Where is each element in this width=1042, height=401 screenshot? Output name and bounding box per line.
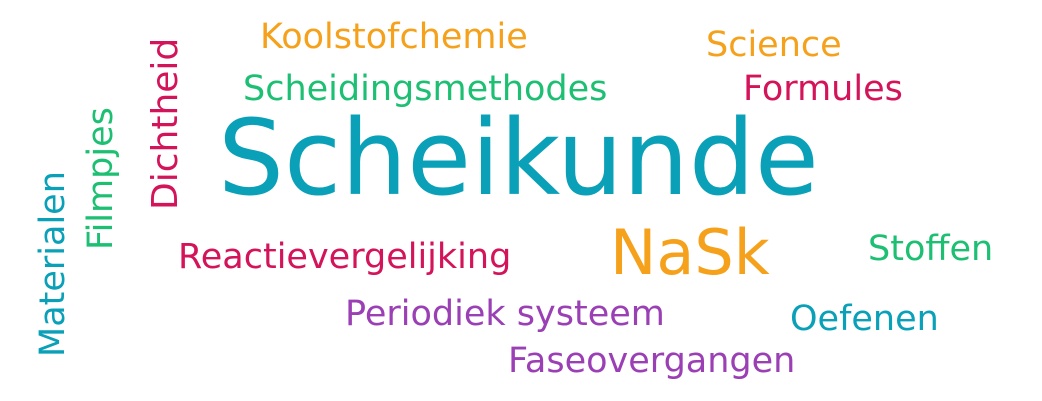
word-koolstofchemie: Koolstofchemie [260, 17, 528, 57]
word-oefenen: Oefenen [790, 299, 939, 339]
word-periodiek-systeem: Periodiek systeem [345, 294, 665, 334]
word-materialen: Materialen [33, 171, 73, 357]
word-stoffen: Stoffen [868, 229, 994, 269]
word-filmpjes: Filmpjes [81, 107, 121, 250]
word-reactievergelijking: Reactievergelijking [178, 237, 512, 277]
word-formules: Formules [743, 69, 903, 109]
word-dichtheid: Dichtheid [145, 37, 186, 210]
word-faseovergangen: Faseovergangen [508, 341, 796, 381]
word-scheidingsmethodes: Scheidingsmethodes [243, 69, 608, 109]
word-nask: NaSk [610, 216, 770, 289]
word-science: Science [706, 25, 842, 65]
word-scheikunde: Scheikunde [218, 97, 819, 219]
